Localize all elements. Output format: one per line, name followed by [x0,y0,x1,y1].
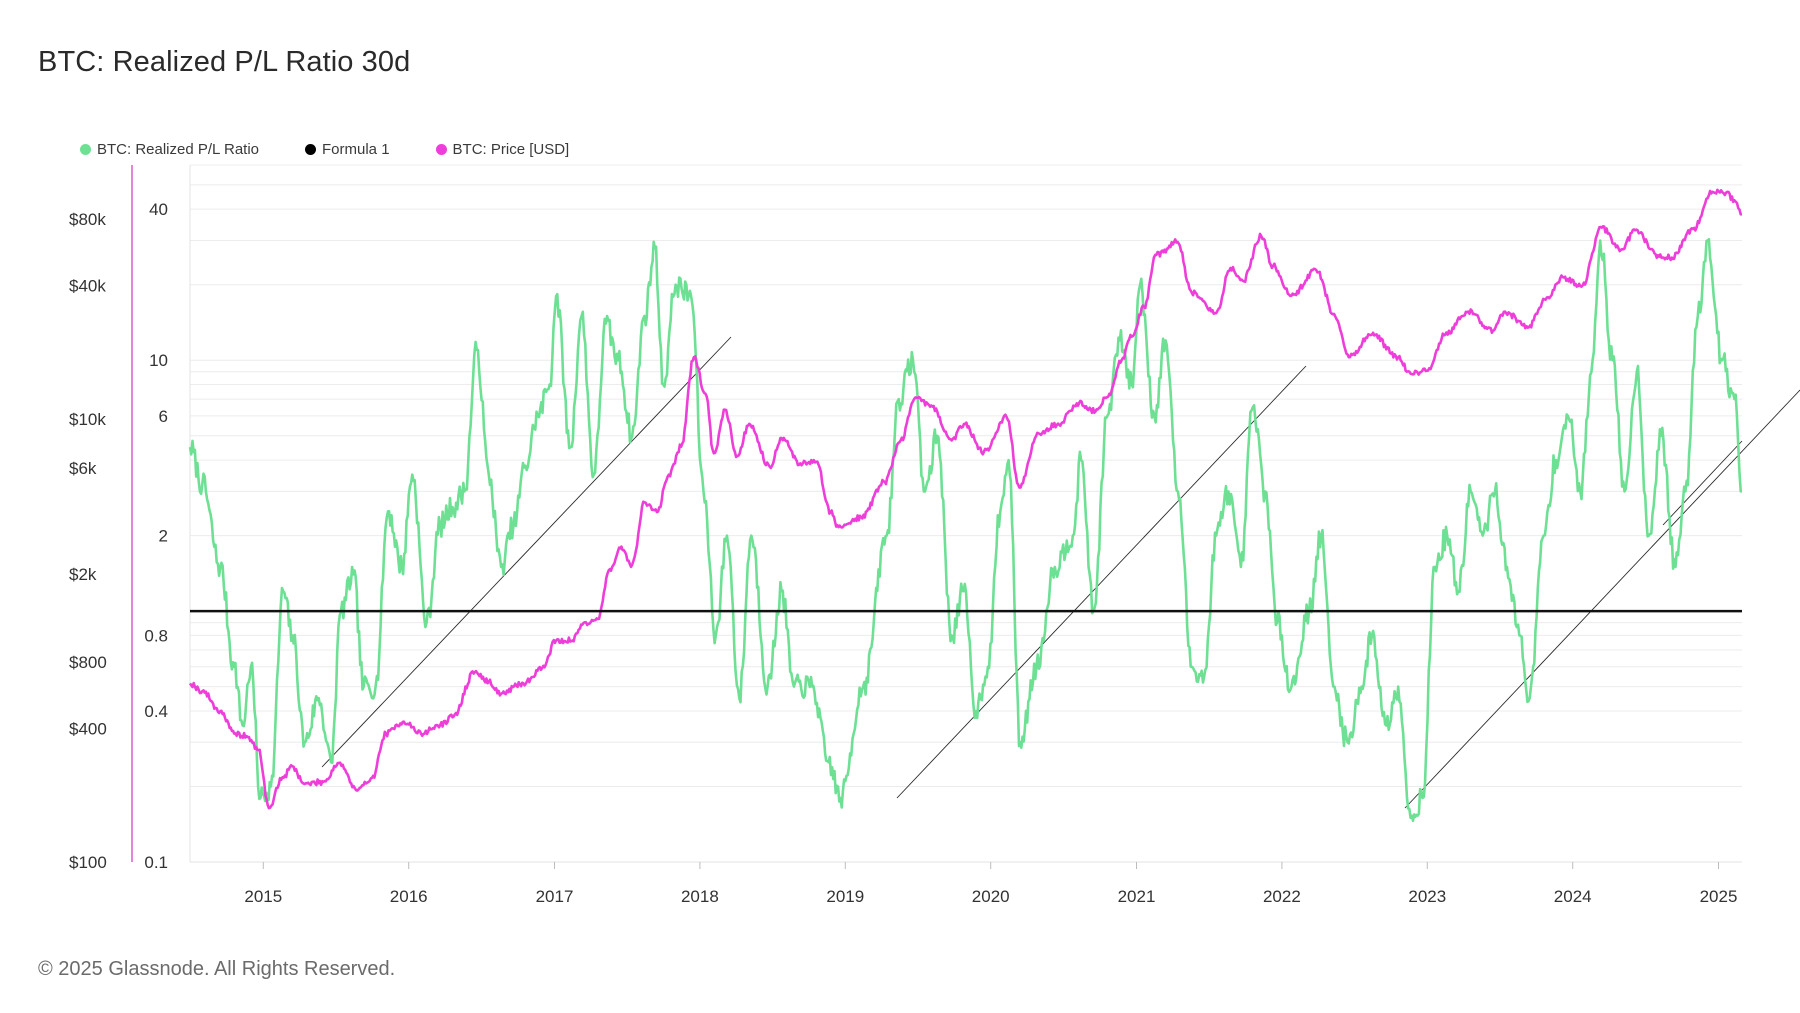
x-tick-label: 2015 [244,887,282,906]
ratio-tick-label: 0.1 [144,853,168,872]
x-tick-label: 2023 [1408,887,1446,906]
legend-item-price[interactable]: BTC: Price [USD] [435,141,570,158]
trend-line [896,365,1307,799]
price-tick-label: $80k [69,210,106,229]
legend-item-formula[interactable]: Formula 1 [305,141,390,158]
x-tick-label: 2017 [536,887,574,906]
x-tick-label: 2021 [1118,887,1156,906]
tick-labels: 2015 2016 2017 2018 2019 2020 2021 2022 2023 2024… [69,200,1737,906]
chart-legend: BTC: Realized P/L Ratio Formula 1 BTC: P… [80,141,615,158]
legend-dot-price [435,144,447,155]
price-tick-label: $2k [69,565,97,584]
x-tick-label: 2024 [1554,887,1592,906]
ratio-tick-label: 40 [149,200,168,219]
x-tick-label: 2018 [681,887,719,906]
trend-line [1404,389,1800,809]
trend-line [321,336,732,768]
ratio-tick-label: 6 [159,407,168,426]
ratio-tick-label: 2 [159,527,168,546]
x-tick-label: 2022 [1263,887,1301,906]
grid-lines [190,164,1742,863]
legend-label-formula: Formula 1 [322,141,390,158]
legend-label-price: BTC: Price [USD] [452,141,570,158]
x-tick-label: 2025 [1700,887,1738,906]
price-tick-label: $800 [69,653,107,672]
price-tick-label: $6k [69,459,97,478]
ratio-tick-label: 10 [149,351,168,370]
ratio-tick-label: 0.8 [144,626,168,645]
legend-dot-ratio [80,144,91,155]
series-lines [188,188,1743,823]
copyright-footer: © 2025 Glassnode. All Rights Reserved. [38,958,396,980]
legend-dot-formula [305,144,317,155]
price-tick-label: $10k [69,410,106,429]
ratio-tick-label: 0.4 [144,702,168,721]
x-tick-label: 2020 [972,887,1010,906]
price-tick-label: $100 [69,853,107,872]
x-tick-label: 2019 [826,887,864,906]
trend-lines [321,336,1800,809]
series-line-ratio [188,237,1743,823]
legend-item-ratio[interactable]: BTC: Realized P/L Ratio [80,141,259,158]
x-tick-label: 2016 [390,887,428,906]
axes [131,164,1742,869]
price-tick-label: $400 [69,720,107,739]
trend-line [1662,440,1743,526]
price-tick-label: $40k [69,277,106,296]
legend-label-ratio: BTC: Realized P/L Ratio [97,141,260,158]
chart-title: BTC: Realized P/L Ratio 30d [38,46,411,78]
series-line-price [188,188,1743,810]
